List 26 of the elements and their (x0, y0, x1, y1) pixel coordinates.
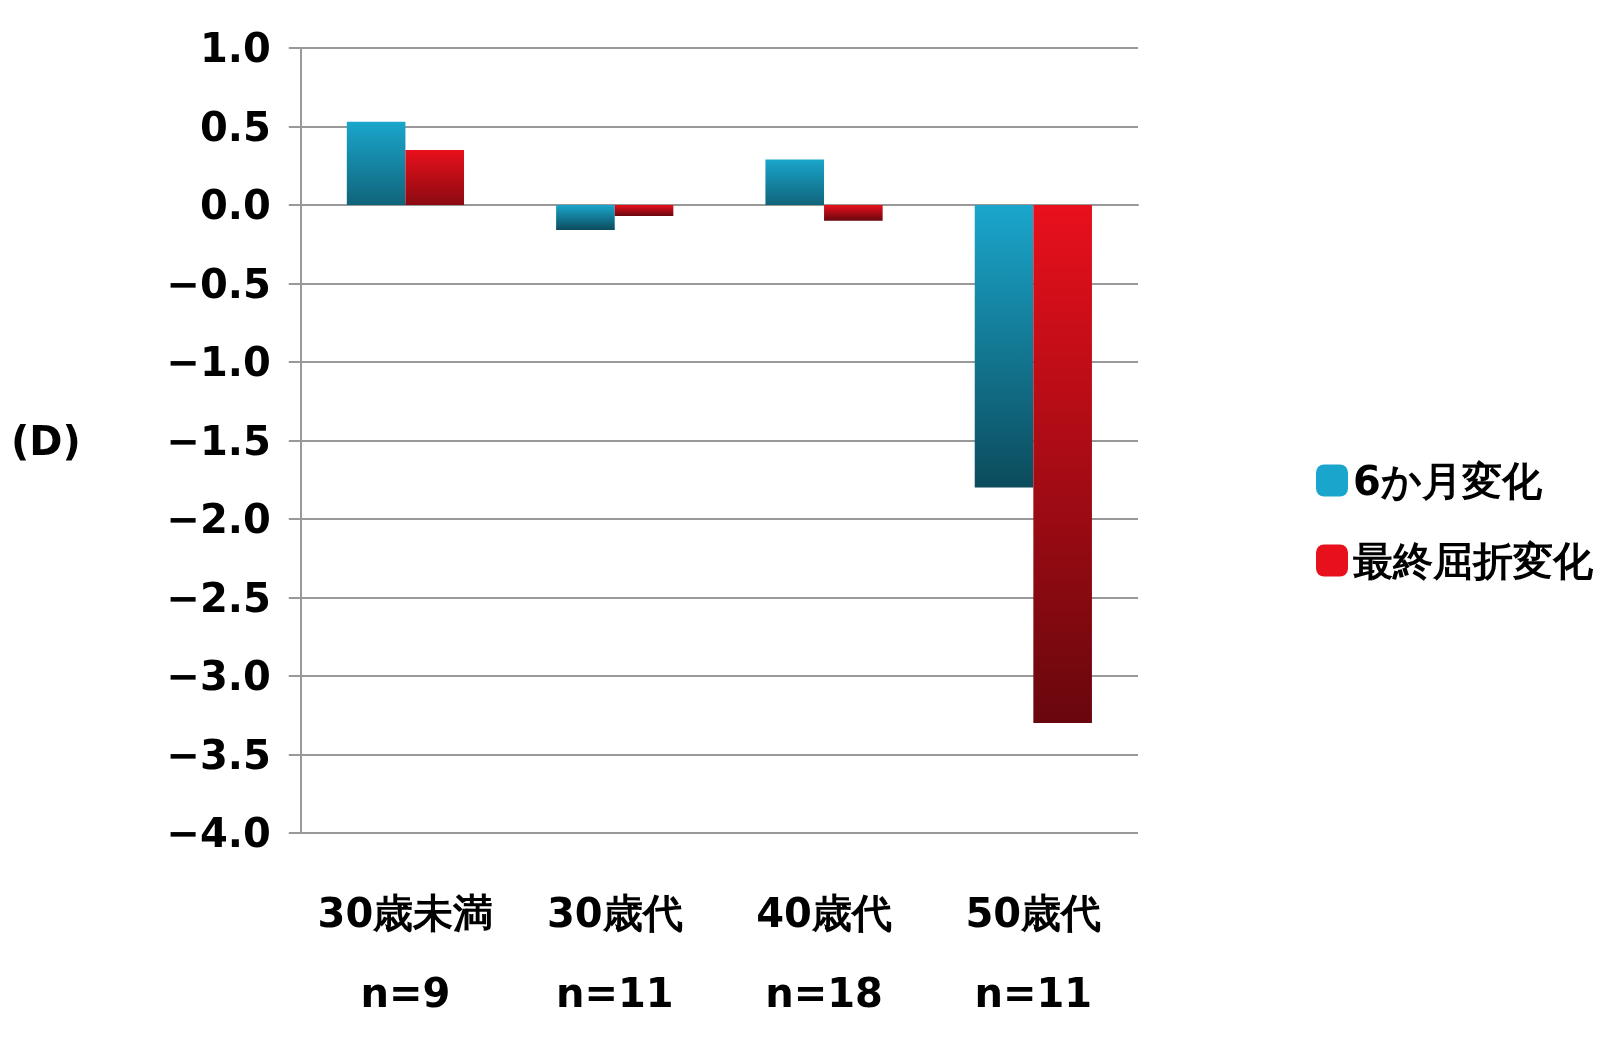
y-tick-label: −3.0 (166, 653, 271, 699)
y-tick-label: −1.0 (166, 339, 271, 385)
legend-label: 6か月変化 (1353, 457, 1543, 504)
y-tick-label: 1.0 (199, 25, 271, 71)
legend-label: 最終屈折変化 (1353, 537, 1594, 584)
x-tick-label: 50歳代 n=11 (965, 890, 1102, 1016)
bar (974, 205, 1034, 488)
bar (824, 205, 883, 221)
y-tick-label: −2.0 (166, 496, 271, 542)
y-tick-label: 0.0 (199, 182, 271, 228)
y-tick-label: −3.5 (166, 731, 271, 778)
bar (405, 150, 465, 205)
bar (346, 121, 406, 205)
y-tick-label: 0.5 (199, 103, 271, 150)
x-tick-label: 30歳代 n=11 (546, 890, 683, 1016)
bar (765, 159, 825, 205)
y-tick-label: −2.5 (166, 574, 271, 621)
y-axis-title: (D) (11, 417, 81, 464)
bar (614, 205, 674, 216)
y-tick-label: −1.5 (166, 417, 271, 464)
x-tick-label: 40歳代 n=18 (756, 890, 892, 1016)
bar (556, 205, 615, 231)
x-tick-label: 30歳未満 n=9 (317, 890, 494, 1016)
bar (1033, 205, 1092, 724)
y-tick-label: −0.5 (166, 260, 271, 307)
y-tick-label: −4.0 (166, 810, 271, 856)
